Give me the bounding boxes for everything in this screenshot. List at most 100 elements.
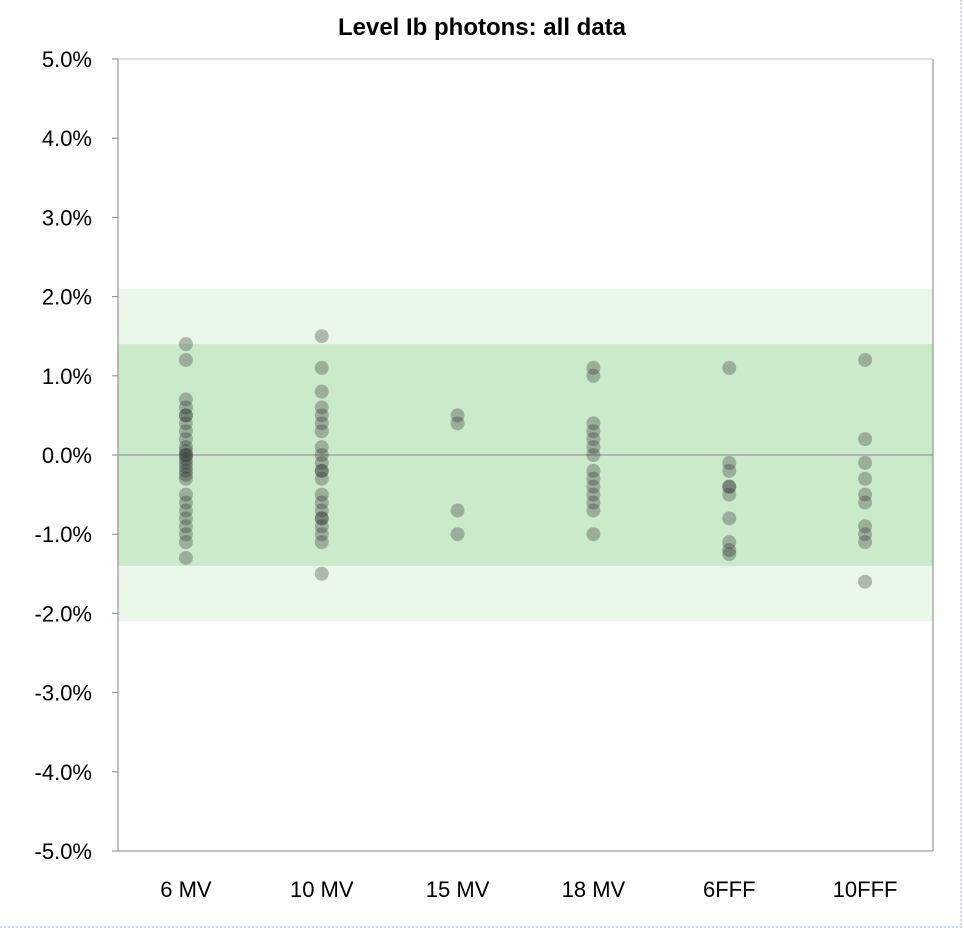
data-point-18mv-5 <box>586 440 601 455</box>
data-point-18mv-10 <box>586 487 601 502</box>
y-tick-label: -2.0% <box>35 601 92 626</box>
data-point-6mv-11 <box>178 448 193 462</box>
x-tick-label: 6FFF <box>703 877 756 902</box>
data-point-6fff-7 <box>722 535 737 550</box>
data-point-6mv-22 <box>178 511 193 526</box>
data-point-10mv-6 <box>314 424 329 439</box>
data-point-6mv-25 <box>178 535 193 550</box>
data-point-10mv-8 <box>314 448 329 462</box>
x-tick-labels: 6 MV 10 MV 15 MV 18 MV 6FFF 10FFF <box>160 877 897 902</box>
y-tick-label: 0.0% <box>42 443 92 468</box>
data-point-10fff-3 <box>858 471 873 486</box>
data-point-6mv-20 <box>178 495 193 510</box>
data-point-6mv-12 <box>178 448 193 462</box>
data-point-6mv-2 <box>178 392 193 407</box>
data-point-10mv-12 <box>314 471 329 486</box>
data-point-6fff-8 <box>722 543 737 558</box>
y-tick-label: -3.0% <box>35 681 92 706</box>
data-point-10fff-4 <box>858 487 873 502</box>
data-point-6mv-18 <box>178 471 193 486</box>
data-point-6mv-5 <box>178 408 193 423</box>
data-point-10mv-10 <box>314 463 329 478</box>
data-point-6fff-9 <box>722 547 737 561</box>
data-point-6mv-14 <box>178 455 193 470</box>
data-point-18mv-6 <box>586 448 601 462</box>
data-point-6fff-5 <box>722 487 737 502</box>
data-point-6mv-23 <box>178 519 193 534</box>
data-point-10mv-18 <box>314 519 329 534</box>
data-point-15mv-2 <box>450 503 465 518</box>
data-point-6fff-4 <box>722 479 737 494</box>
data-point-10fff-7 <box>858 527 873 542</box>
data-point-10fff-6 <box>858 519 873 534</box>
data-point-6mv-15 <box>178 459 193 474</box>
data-point-6mv-4 <box>178 408 193 423</box>
data-point-10mv-14 <box>314 495 329 510</box>
data-point-6mv-3 <box>178 400 193 415</box>
data-point-15mv-1 <box>450 416 465 431</box>
data-point-6mv-7 <box>178 424 193 439</box>
data-point-10mv-5 <box>314 416 329 431</box>
y-tick-label: 1.0% <box>42 364 92 389</box>
data-point-18mv-0 <box>586 360 601 375</box>
data-point-6mv-16 <box>178 463 193 478</box>
data-point-18mv-12 <box>586 503 601 518</box>
data-point-10fff-8 <box>858 535 873 550</box>
data-point-6fff-3 <box>722 479 737 494</box>
x-tick-label: 18 MV <box>562 877 626 902</box>
data-point-18mv-2 <box>586 416 601 431</box>
data-point-18mv-1 <box>586 368 601 383</box>
data-point-10mv-20 <box>314 535 329 550</box>
data-point-18mv-3 <box>586 424 601 439</box>
data-point-6fff-2 <box>722 463 737 478</box>
data-point-6mv-8 <box>178 432 193 447</box>
data-point-10fff-2 <box>858 455 873 470</box>
data-point-18mv-13 <box>586 527 601 542</box>
y-tick-label: 2.0% <box>42 285 92 310</box>
x-tick-label: 15 MV <box>426 877 490 902</box>
data-point-6fff-1 <box>722 455 737 470</box>
data-point-6mv-9 <box>178 440 193 455</box>
data-point-10mv-3 <box>314 400 329 415</box>
data-point-18mv-9 <box>586 479 601 494</box>
y-tick-label: 5.0% <box>42 47 92 72</box>
data-point-6mv-24 <box>178 527 193 542</box>
data-point-10mv-9 <box>314 455 329 470</box>
data-point-10mv-7 <box>314 440 329 455</box>
data-point-18mv-11 <box>586 495 601 510</box>
data-point-10mv-1 <box>314 360 329 375</box>
data-point-10fff-1 <box>858 432 873 447</box>
data-point-6mv-10 <box>178 444 193 459</box>
data-point-10mv-17 <box>314 511 329 526</box>
data-point-10fff-9 <box>858 574 873 589</box>
data-point-10mv-2 <box>314 384 329 399</box>
y-tick-label: -5.0% <box>35 839 92 864</box>
data-point-6fff-0 <box>722 360 737 375</box>
y-tick-label: 4.0% <box>42 126 92 151</box>
data-point-10mv-4 <box>314 408 329 423</box>
data-point-6mv-0 <box>178 337 193 352</box>
y-tick-label: -1.0% <box>35 522 92 547</box>
data-point-15mv-0 <box>450 408 465 423</box>
y-tick-label: -4.0% <box>35 760 92 785</box>
data-point-6mv-21 <box>178 503 193 518</box>
y-tick-label: 3.0% <box>42 205 92 230</box>
data-points <box>178 329 873 589</box>
x-tick-label: 10FFF <box>833 877 898 902</box>
chart-title: Level Ib photons: all data <box>337 14 627 41</box>
data-point-18mv-4 <box>586 432 601 447</box>
data-point-10mv-15 <box>314 503 329 518</box>
data-point-10fff-0 <box>858 352 873 367</box>
data-point-10mv-13 <box>314 487 329 502</box>
data-point-6mv-6 <box>178 416 193 431</box>
y-tick-labels: 5.0% 4.0% 3.0% 2.0% 1.0% 0.0% -1.0% -2.0% -3.0% -… <box>35 47 92 864</box>
data-point-10mv-21 <box>314 566 329 581</box>
data-point-6mv-17 <box>178 467 193 482</box>
data-point-10mv-16 <box>314 511 329 526</box>
data-point-6mv-13 <box>178 451 193 466</box>
data-point-6mv-19 <box>178 487 193 502</box>
data-point-10mv-0 <box>314 329 329 344</box>
data-point-6mv-26 <box>178 550 193 565</box>
